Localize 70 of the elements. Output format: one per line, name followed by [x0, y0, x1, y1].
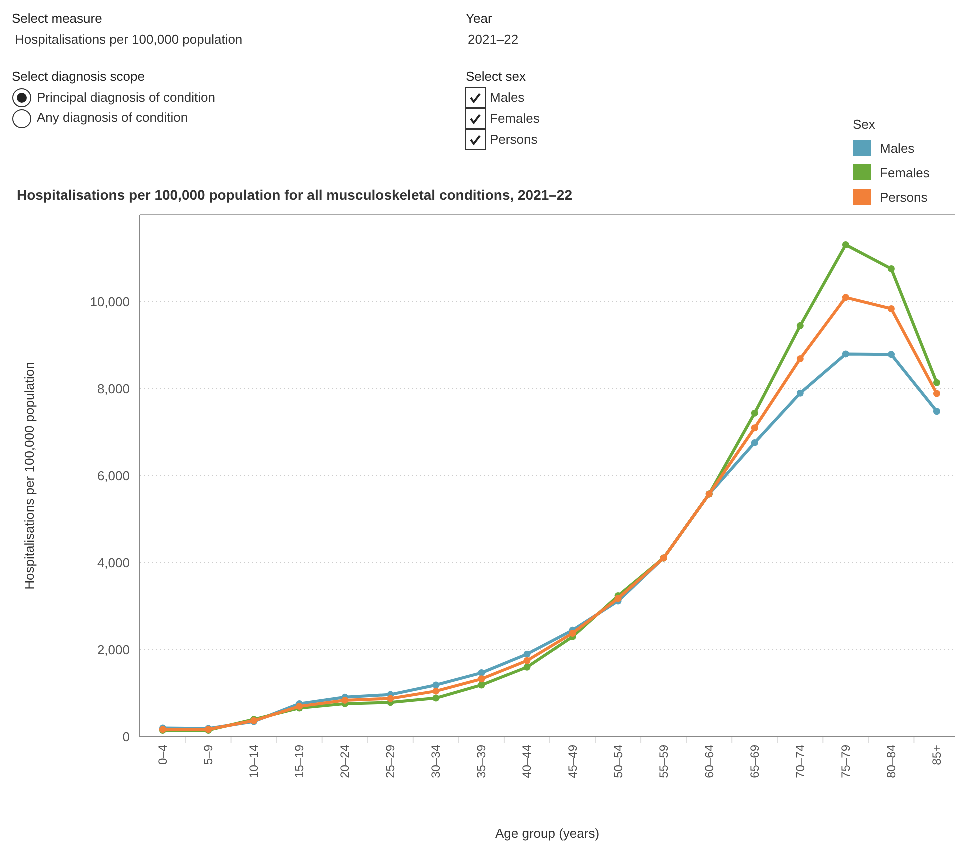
text: Select sex — [466, 69, 526, 84]
point — [478, 670, 486, 677]
point — [888, 305, 895, 312]
text: Females — [490, 111, 540, 126]
point — [432, 694, 440, 702]
point — [934, 408, 940, 416]
x-tick-label: 20–24 — [338, 744, 352, 778]
legend-title: Sex — [853, 117, 876, 132]
point — [524, 650, 531, 658]
point — [387, 695, 394, 702]
text: 2021–22 — [468, 32, 519, 47]
text: Select measure — [12, 11, 102, 26]
x-tick-label: 85+ — [930, 745, 944, 766]
point — [751, 439, 758, 446]
point — [842, 242, 850, 249]
x-tick-label: 35–39 — [474, 744, 489, 778]
x-tick-label: 55–59 — [656, 744, 671, 778]
text: Any diagnosis of condition — [37, 110, 188, 125]
x-tick-label: 75–79 — [838, 744, 853, 778]
point — [934, 390, 940, 398]
y-tick-label: 8,000 — [97, 382, 130, 397]
x-tick-label: 15–19 — [292, 744, 307, 778]
x-tick-label: 0–4 — [156, 744, 170, 766]
legend-label: Females — [880, 166, 930, 180]
text: Select diagnosis scope — [12, 69, 145, 84]
point — [524, 657, 531, 664]
x-tick-label: 40–44 — [520, 744, 534, 778]
point — [432, 688, 440, 695]
x-tick-label: 80–84 — [884, 744, 898, 778]
x-axis-title: Age group (years) — [495, 826, 600, 841]
y-tick-label: 4,000 — [97, 556, 130, 571]
x-tick-label: 65–69 — [748, 744, 762, 778]
x-tick-label: 25–29 — [384, 744, 398, 778]
point — [796, 322, 804, 330]
text: Year — [466, 11, 493, 26]
point — [569, 630, 576, 637]
legend-label: Males — [880, 141, 916, 156]
point — [614, 595, 622, 602]
point — [842, 294, 850, 302]
x-tick-label: 45–49 — [566, 744, 580, 778]
y-tick-label: 2,000 — [97, 642, 130, 658]
point — [478, 682, 486, 689]
text: Hospitalisations per 100,000 population — [15, 32, 243, 47]
point — [888, 351, 895, 358]
point — [796, 355, 804, 362]
chart-title: Hospitalisations per 100,000 population for all musculoskeletal conditions, 2021–22 — [17, 187, 573, 203]
y-axis-title: Hospitalisations per 100,000 population — [22, 362, 37, 590]
point — [524, 664, 531, 671]
y-tick-label: 10,000 — [90, 294, 130, 310]
point — [432, 682, 440, 689]
y-tick-label: 6,000 — [97, 468, 130, 484]
x-tick-label: 10–14 — [247, 744, 262, 778]
x-tick-label: 5–9 — [202, 744, 216, 766]
x-tick-label: 70–74 — [793, 744, 808, 778]
point — [796, 390, 804, 397]
point — [842, 350, 850, 358]
point — [751, 410, 758, 417]
point — [478, 676, 486, 683]
point — [342, 696, 349, 704]
text: Persons — [490, 132, 538, 147]
x-tick-label: 60–64 — [702, 744, 716, 778]
x-tick-label: 30–34 — [429, 744, 444, 778]
y-tick-label: 0 — [122, 730, 130, 745]
point — [751, 424, 758, 432]
text: Males — [490, 90, 526, 105]
legend-label: Persons — [880, 190, 928, 205]
x-tick-label: 50–54 — [611, 744, 626, 778]
point — [888, 265, 895, 272]
text: Principal diagnosis of condition — [37, 90, 216, 105]
point — [934, 379, 940, 386]
